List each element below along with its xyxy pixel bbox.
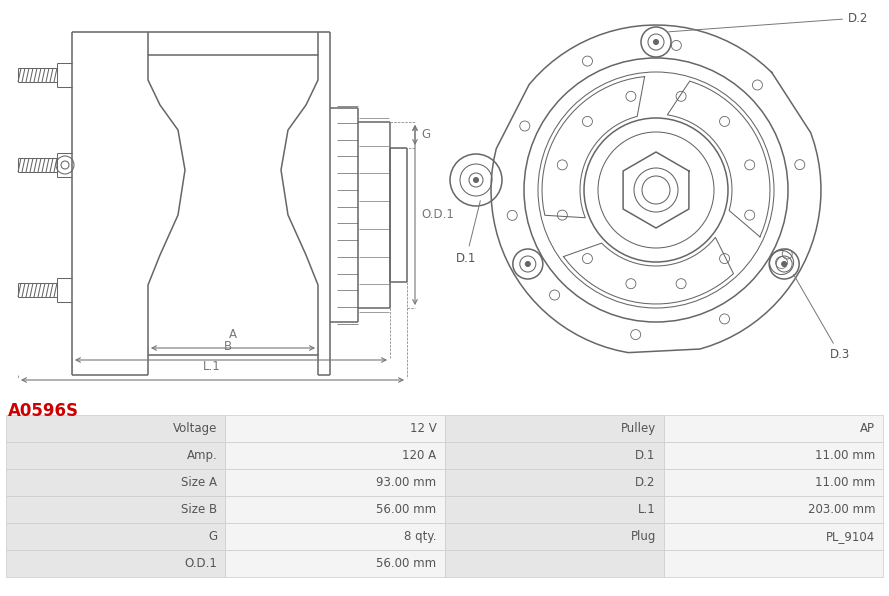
Bar xyxy=(664,523,883,550)
Bar xyxy=(225,469,444,496)
Text: D.2: D.2 xyxy=(669,11,869,32)
Text: Plug: Plug xyxy=(630,530,656,543)
Bar xyxy=(6,523,225,550)
Text: G: G xyxy=(421,129,430,141)
Text: A0596S: A0596S xyxy=(8,402,79,420)
Bar xyxy=(664,496,883,523)
Text: Size B: Size B xyxy=(181,503,217,516)
Bar xyxy=(6,415,225,442)
Text: A: A xyxy=(229,328,237,341)
Text: L.1: L.1 xyxy=(203,360,220,373)
Text: 56.00 mm: 56.00 mm xyxy=(376,557,436,570)
Circle shape xyxy=(474,178,478,182)
Bar xyxy=(225,523,444,550)
Bar xyxy=(444,550,664,577)
Text: D.1: D.1 xyxy=(456,201,480,265)
Bar xyxy=(664,442,883,469)
Bar xyxy=(664,415,883,442)
Text: Pulley: Pulley xyxy=(621,422,656,435)
Text: AP: AP xyxy=(860,422,875,435)
Circle shape xyxy=(525,262,531,266)
Text: O.D.1: O.D.1 xyxy=(421,209,454,222)
Text: G: G xyxy=(208,530,217,543)
Text: 11.00 mm: 11.00 mm xyxy=(814,476,875,489)
Bar xyxy=(225,442,444,469)
Text: O.D.1: O.D.1 xyxy=(184,557,217,570)
Bar xyxy=(225,550,444,577)
Text: 12 V: 12 V xyxy=(410,422,436,435)
Text: D.2: D.2 xyxy=(636,476,656,489)
Text: PL_9104: PL_9104 xyxy=(826,530,875,543)
Text: 56.00 mm: 56.00 mm xyxy=(376,503,436,516)
Circle shape xyxy=(781,262,787,266)
Text: 8 qty.: 8 qty. xyxy=(404,530,436,543)
Bar xyxy=(664,469,883,496)
Text: Amp.: Amp. xyxy=(187,449,217,462)
Bar xyxy=(444,496,664,523)
Text: 120 A: 120 A xyxy=(403,449,436,462)
Text: D.3: D.3 xyxy=(794,274,850,362)
Text: Size A: Size A xyxy=(181,476,217,489)
Text: 93.00 mm: 93.00 mm xyxy=(376,476,436,489)
Bar xyxy=(6,442,225,469)
Bar xyxy=(664,550,883,577)
Text: Voltage: Voltage xyxy=(172,422,217,435)
Bar xyxy=(444,523,664,550)
Bar xyxy=(225,496,444,523)
Circle shape xyxy=(653,39,659,45)
Text: D.1: D.1 xyxy=(636,449,656,462)
Bar xyxy=(444,415,664,442)
Bar xyxy=(225,415,444,442)
Bar xyxy=(444,469,664,496)
Text: B: B xyxy=(224,340,232,353)
Text: L.1: L.1 xyxy=(638,503,656,516)
Bar xyxy=(444,442,664,469)
Bar xyxy=(6,469,225,496)
Text: 11.00 mm: 11.00 mm xyxy=(814,449,875,462)
Text: 203.00 mm: 203.00 mm xyxy=(807,503,875,516)
Bar xyxy=(6,496,225,523)
Bar xyxy=(6,550,225,577)
